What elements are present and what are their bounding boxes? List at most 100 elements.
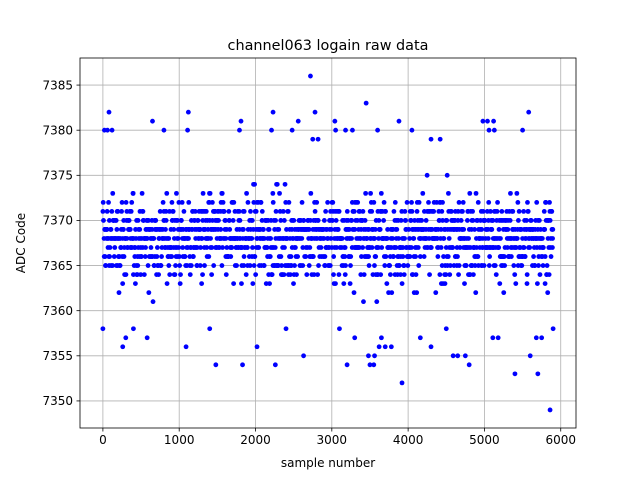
data-point (177, 263, 183, 268)
data-point (462, 281, 467, 287)
data-point (536, 218, 542, 223)
data-point (113, 218, 119, 223)
data-point (443, 272, 449, 277)
data-point (314, 199, 320, 205)
data-point (307, 218, 313, 223)
data-point (229, 245, 235, 250)
data-point (301, 218, 307, 223)
data-point (285, 209, 291, 214)
data-point (419, 218, 425, 223)
data-point (349, 218, 355, 223)
y-tick-label: 7370 (42, 214, 73, 228)
data-point (485, 236, 491, 241)
data-point (209, 199, 215, 205)
data-point (178, 218, 184, 223)
data-point (501, 254, 507, 259)
data-point (539, 335, 545, 341)
data-point (106, 109, 112, 115)
data-point (117, 263, 123, 268)
data-point (402, 209, 408, 214)
data-point (532, 263, 538, 268)
data-point (112, 245, 118, 250)
data-point (123, 335, 129, 341)
data-point (447, 272, 453, 277)
data-point (130, 190, 136, 196)
data-point (426, 199, 431, 205)
data-point (376, 218, 382, 223)
data-point (360, 209, 366, 214)
data-point (413, 254, 418, 259)
data-point (230, 218, 236, 223)
data-point (450, 353, 456, 359)
data-point (522, 254, 528, 259)
data-point (100, 199, 106, 205)
data-point (110, 190, 116, 196)
data-point (252, 181, 257, 187)
data-point (185, 109, 191, 115)
data-point (292, 263, 297, 268)
data-point (547, 199, 552, 205)
data-point (104, 227, 110, 232)
data-point (482, 218, 488, 223)
data-point (546, 272, 552, 277)
data-point (231, 281, 237, 287)
data-point (491, 127, 497, 133)
data-point (348, 254, 354, 259)
data-point (467, 190, 473, 196)
data-point (167, 209, 172, 214)
data-point (139, 190, 145, 196)
data-point (176, 254, 182, 259)
data-point (180, 245, 186, 250)
data-point (213, 362, 219, 368)
data-point (446, 190, 451, 196)
data-point (480, 209, 486, 214)
data-point (283, 326, 289, 332)
data-point (204, 245, 210, 250)
data-point (472, 263, 478, 268)
data-point (352, 335, 358, 341)
data-point (372, 227, 378, 232)
data-point (333, 127, 339, 133)
data-point (379, 245, 385, 250)
data-point (378, 190, 384, 196)
data-point (123, 199, 129, 205)
data-point (226, 218, 232, 223)
data-point (526, 109, 532, 115)
data-point (134, 272, 140, 277)
data-point (534, 199, 540, 205)
data-point (542, 227, 548, 232)
data-point (268, 236, 274, 241)
plot-frame (79, 57, 577, 429)
data-point (513, 245, 519, 250)
data-point (119, 209, 124, 214)
data-point (186, 199, 192, 205)
data-point (519, 263, 525, 268)
data-point (470, 218, 476, 223)
data-point (550, 245, 555, 250)
data-point (315, 272, 321, 277)
data-point (150, 118, 155, 124)
data-point (528, 218, 534, 223)
data-point (306, 227, 312, 232)
data-point (144, 236, 150, 241)
data-point (331, 272, 336, 277)
data-point (146, 290, 152, 296)
data-point (100, 326, 106, 332)
data-point (408, 218, 414, 223)
data-point (169, 254, 175, 259)
data-point (163, 218, 169, 223)
data-point (361, 299, 366, 305)
data-point (231, 199, 237, 205)
data-point (181, 209, 187, 214)
data-point (409, 127, 415, 133)
data-point (409, 199, 414, 205)
data-point (358, 272, 364, 277)
data-point (444, 172, 450, 178)
data-point (154, 254, 160, 259)
data-point (512, 371, 518, 377)
data-point (366, 254, 371, 259)
data-point (299, 236, 305, 241)
data-point (481, 263, 487, 268)
data-point (383, 209, 388, 214)
data-point (537, 272, 543, 277)
